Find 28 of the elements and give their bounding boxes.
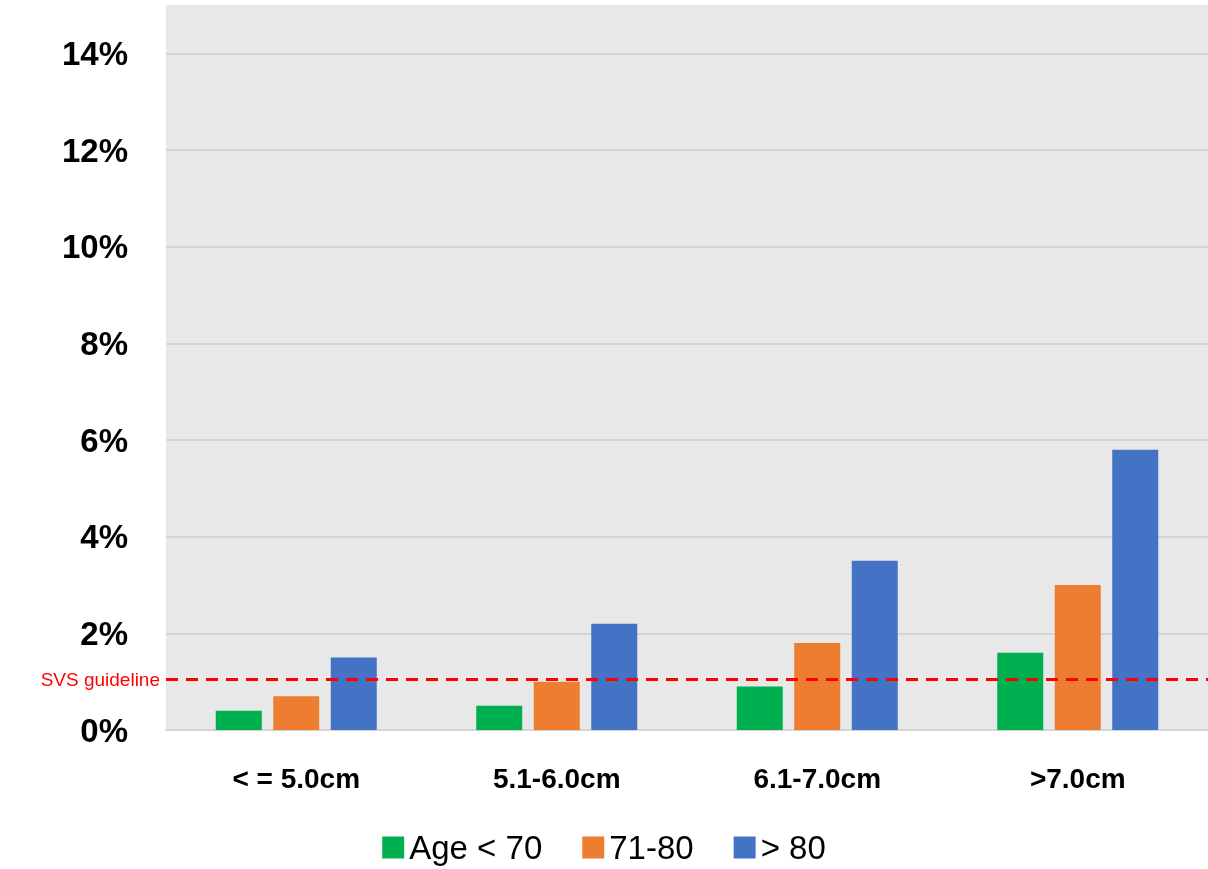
- y-tick-label: 2%: [80, 614, 128, 652]
- y-tick-label: 12%: [61, 131, 128, 169]
- legend-label: 71-80: [609, 829, 694, 866]
- x-tick-label: < = 5.0cm: [232, 762, 361, 794]
- bar: [533, 681, 580, 730]
- bar: [591, 623, 638, 730]
- y-tick-label: 8%: [80, 324, 128, 362]
- y-tick-label: 6%: [80, 421, 128, 459]
- x-tick-label: >7.0cm: [1029, 762, 1126, 794]
- x-tick-label: 6.1-7.0cm: [753, 762, 882, 794]
- bar: [215, 710, 262, 730]
- x-tick-label: 5.1-6.0cm: [492, 762, 621, 794]
- bar: [794, 643, 841, 730]
- y-tick-label: 10%: [61, 228, 128, 266]
- y-tick-label: 14%: [61, 34, 128, 72]
- bar: [736, 686, 783, 730]
- legend-label: > 80: [760, 829, 826, 866]
- y-tick-label: 4%: [80, 518, 128, 556]
- bar: [330, 657, 377, 730]
- bar: [476, 705, 523, 730]
- y-tick-label: 0%: [80, 711, 128, 749]
- bar: [1112, 449, 1159, 730]
- bar: [1054, 585, 1101, 730]
- bar: [997, 652, 1044, 730]
- legend-label: Age < 70: [409, 829, 543, 866]
- bar: [851, 560, 898, 730]
- ref-line-label: SVS guideline: [40, 668, 160, 690]
- bar: [273, 696, 320, 730]
